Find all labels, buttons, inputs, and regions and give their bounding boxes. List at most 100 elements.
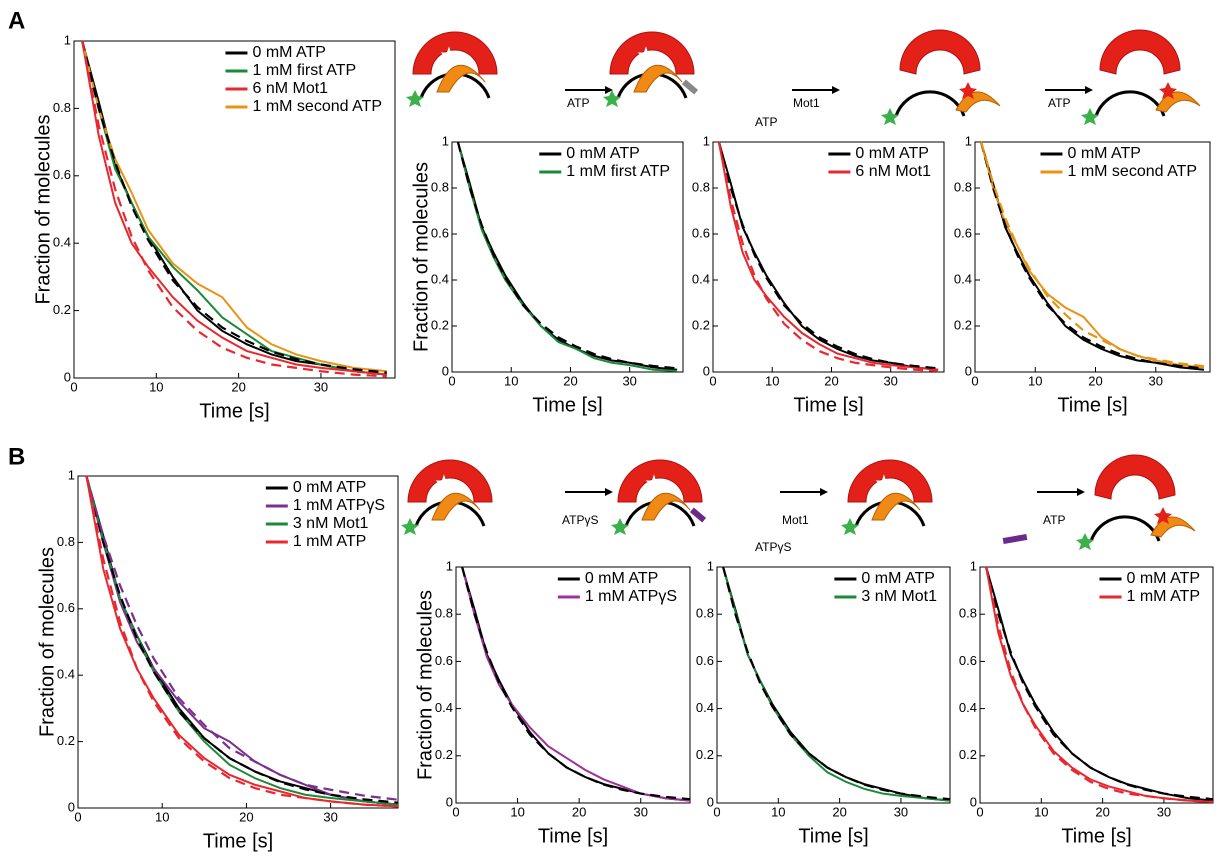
diagram-label: ATP xyxy=(1043,513,1065,527)
green-star xyxy=(406,90,424,107)
star-outline: ☆ xyxy=(436,473,452,493)
y-tick-label: 0.2 xyxy=(696,747,714,762)
legend-label: 6 nM Mot1 xyxy=(252,80,328,97)
plot-frame xyxy=(716,566,951,804)
y-tick-label: 1 xyxy=(965,133,972,148)
plot-frame xyxy=(455,566,691,804)
star-outline: ☆ xyxy=(646,473,662,493)
survival-curve xyxy=(985,566,1214,803)
legend-label: 1 mM first ATP xyxy=(252,62,356,79)
y-tick-label: 0 xyxy=(703,363,710,378)
complex-diagram: ☆ xyxy=(401,459,493,535)
green-star xyxy=(841,518,859,535)
complex-diagram: ☆ xyxy=(611,459,707,535)
x-tick-label: 10 xyxy=(1028,373,1042,388)
fit-curve xyxy=(717,141,939,372)
x-tick-label: 20 xyxy=(1095,804,1109,819)
y-tick-label: 0 xyxy=(707,794,714,809)
legend-label: 1 mM ATPγS xyxy=(585,588,677,605)
x-tick-label: 20 xyxy=(832,804,846,819)
y-tick-label: 1 xyxy=(707,558,714,573)
y-tick-label: 0.6 xyxy=(954,225,972,240)
y-tick-label: 0.2 xyxy=(57,733,75,748)
y-tick-label: 0.2 xyxy=(959,747,977,762)
arrow-head xyxy=(820,488,828,496)
y-tick-label: 0 xyxy=(68,799,75,814)
tbp-shape xyxy=(871,492,921,521)
arrow-head xyxy=(1077,488,1085,496)
x-axis-label: Time [s] xyxy=(532,394,602,416)
x-axis-label: Time [s] xyxy=(1061,825,1131,847)
x-tick-label: 0 xyxy=(70,379,77,394)
x-tick-label: 30 xyxy=(1149,373,1163,388)
y-tick-label: 0.6 xyxy=(692,225,710,240)
x-tick-label: 10 xyxy=(155,809,169,824)
green-star xyxy=(1081,108,1099,125)
fit-curve xyxy=(985,566,1214,801)
fit-curve xyxy=(81,40,387,374)
legend-label: 0 mM ATP xyxy=(293,479,367,496)
nucleotide xyxy=(689,507,707,523)
star-outline: ☆ xyxy=(638,45,654,65)
y-tick-label: 0.2 xyxy=(435,747,453,762)
x-axis-label: Time [s] xyxy=(199,400,269,422)
mot1-shape xyxy=(1094,454,1176,500)
y-tick-label: 0.2 xyxy=(431,317,449,332)
x-tick-label: 30 xyxy=(314,379,328,394)
y-axis-label: Fraction of molecules xyxy=(32,114,54,304)
green-star xyxy=(881,108,899,125)
y-tick-label: 0.4 xyxy=(53,235,71,250)
legend-label: 1 mM second ATP xyxy=(252,98,382,115)
y-tick-label: 1 xyxy=(446,558,453,573)
y-tick-label: 0.2 xyxy=(954,317,972,332)
fit-curve xyxy=(85,475,399,804)
x-tick-label: 30 xyxy=(894,804,908,819)
x-tick-label: 10 xyxy=(504,373,518,388)
plot-frame xyxy=(712,141,945,373)
survival-curve xyxy=(717,141,939,371)
fit-curve xyxy=(456,141,678,370)
x-tick-label: 0 xyxy=(448,373,455,388)
y-tick-label: 0.4 xyxy=(692,271,710,286)
complex-diagram xyxy=(1076,454,1196,550)
green-star xyxy=(1076,533,1094,550)
x-axis-label: Time [s] xyxy=(798,825,868,847)
y-axis-label: Fraction of molecules xyxy=(410,162,432,352)
arrow-head xyxy=(605,488,613,496)
legend-label: 6 nM Mot1 xyxy=(855,163,931,180)
nucleotide xyxy=(1002,533,1028,545)
x-tick-label: 10 xyxy=(1034,804,1048,819)
plot-frame xyxy=(979,566,1214,804)
red-star xyxy=(1159,82,1177,99)
legend-label: 0 mM ATP xyxy=(566,145,640,162)
fit-curve xyxy=(81,40,387,378)
legend-label: 1 mM ATPγS xyxy=(293,497,385,514)
plot-frame xyxy=(77,475,399,809)
x-tick-label: 0 xyxy=(74,809,81,824)
fit-curve xyxy=(717,141,939,370)
diagram-label: Mot1 xyxy=(782,513,809,527)
y-tick-label: 0.8 xyxy=(954,179,972,194)
x-axis-label: Time [s] xyxy=(1057,394,1127,416)
diagram-label: ATPγS xyxy=(755,540,791,554)
legend-label: 0 mM ATP xyxy=(585,570,659,587)
mot1-shape xyxy=(847,459,933,503)
x-tick-label: 20 xyxy=(1088,373,1102,388)
y-tick-label: 0.6 xyxy=(696,653,714,668)
y-tick-label: 1 xyxy=(970,558,977,573)
dna-arc xyxy=(1094,90,1166,117)
x-tick-label: 10 xyxy=(765,373,779,388)
mot1-shape xyxy=(899,29,981,75)
y-tick-label: 1 xyxy=(64,32,71,47)
y-tick-label: 0.6 xyxy=(57,600,75,615)
fit-curve xyxy=(979,141,1205,368)
x-axis-label: Time [s] xyxy=(793,394,863,416)
y-tick-label: 0.6 xyxy=(53,167,71,182)
y-tick-label: 0.8 xyxy=(53,100,71,115)
survival-curve xyxy=(81,40,387,373)
tbp-shape xyxy=(1150,516,1196,538)
